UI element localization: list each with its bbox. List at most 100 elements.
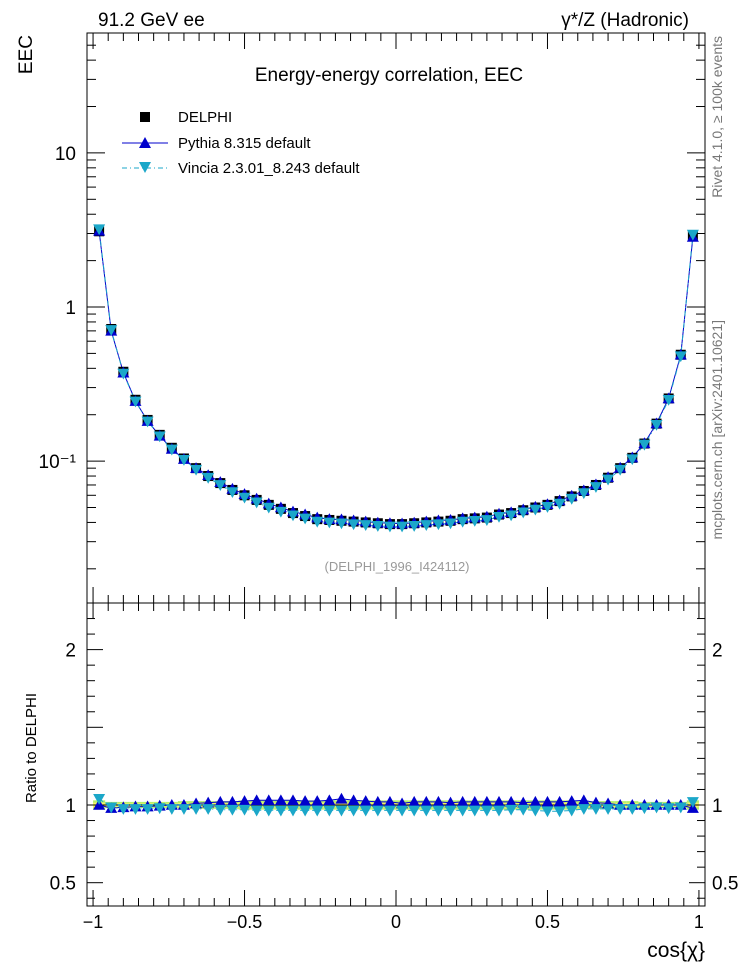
- vincia-point: [408, 521, 421, 532]
- ratio-tick-label-right: 2: [712, 641, 723, 662]
- vincia-ratio-point: [602, 804, 615, 815]
- pythia-ratio-point: [480, 795, 493, 807]
- vincia-ratio-point: [226, 804, 239, 816]
- vincia-ratio-point: [420, 805, 433, 817]
- pythia-ratio-point: [444, 796, 457, 808]
- vincia-ratio-point: [153, 803, 166, 815]
- vincia-point: [444, 518, 457, 530]
- vincia-ratio-point: [238, 804, 251, 816]
- vincia-ratio-point: [468, 805, 481, 817]
- vincia-point: [311, 516, 324, 528]
- pythia-ratio-point: [299, 795, 312, 806]
- vincia-ratio-point: [577, 804, 590, 815]
- vincia-point: [141, 416, 154, 428]
- y-tick-label: 10: [55, 144, 76, 165]
- vincia-point: [662, 394, 675, 406]
- pythia-ratio-point: [529, 795, 542, 807]
- vincia-point: [432, 519, 445, 531]
- pythia-ratio-point: [250, 794, 263, 806]
- pythia-ratio-point: [541, 795, 554, 807]
- vincia-ratio-point: [408, 805, 421, 817]
- vincia-point: [250, 497, 263, 509]
- pythia-ratio-point: [226, 795, 239, 807]
- x-tick-label: 0: [391, 912, 401, 932]
- pythia-ratio-point: [396, 797, 409, 809]
- pythia-ratio-point: [214, 795, 227, 807]
- vincia-ratio-point: [662, 803, 675, 815]
- vincia-ratio-point: [202, 804, 215, 815]
- x-tick-label: −0.5: [227, 912, 263, 932]
- vincia-point: [153, 431, 166, 443]
- vincia-point: [674, 351, 687, 363]
- vincia-ratio-point: [274, 805, 287, 817]
- vincia-point: [565, 493, 578, 505]
- vincia-ratio-point: [650, 802, 663, 814]
- vincia-point: [480, 515, 493, 526]
- vincia-ratio-point: [517, 804, 530, 816]
- pythia-ratio-point: [287, 794, 299, 806]
- vincia-ratio-point: [493, 805, 505, 817]
- vincia-point: [650, 420, 663, 431]
- ratio-tick-label-right: 1: [712, 796, 723, 817]
- vincia-ratio-point: [129, 804, 142, 815]
- ratio-y-axis-label: Ratio to DELPHI: [23, 693, 40, 803]
- vincia-ratio-point: [529, 805, 542, 817]
- vincia-ratio-point: [626, 804, 639, 815]
- vincia-point: [553, 498, 566, 510]
- vincia-point: [359, 520, 372, 531]
- pythia-ratio-point: [565, 795, 578, 806]
- vincia-point: [638, 439, 651, 451]
- vincia-point: [226, 487, 239, 499]
- vincia-ratio-point: [347, 805, 360, 817]
- vincia-point: [105, 325, 118, 336]
- vincia-point: [117, 368, 130, 380]
- vincia-ratio-point: [299, 805, 312, 817]
- pythia-ratio-point: [371, 795, 384, 807]
- vincia-ratio-point: [141, 804, 154, 815]
- legend-label-pythia: Pythia 8.315 default: [178, 135, 311, 152]
- pythia-ratio-point: [323, 794, 336, 806]
- vincia-point: [420, 520, 433, 531]
- pythia-ratio-point: [493, 795, 505, 807]
- chart-title: Energy-energy correlation, EEC: [255, 65, 523, 86]
- vincia-ratio-point: [117, 804, 130, 815]
- vincia-point: [190, 464, 203, 476]
- pythia-ratio-point: [274, 794, 287, 806]
- pythia-ratio-point: [238, 795, 251, 806]
- vincia-point: [517, 507, 530, 519]
- vincia-ratio-point: [311, 805, 324, 817]
- mcplots-label: mcplots.cern.ch [arXiv:2401.10621]: [709, 320, 725, 539]
- ratio-tick-label: 0.5: [50, 874, 76, 895]
- vincia-point: [177, 454, 190, 466]
- vincia-point: [396, 521, 409, 533]
- pythia-ratio-point: [517, 796, 530, 808]
- x-tick-label: 0.5: [535, 912, 560, 932]
- vincia-ratio-point: [323, 805, 336, 817]
- vincia-ratio-point: [93, 793, 106, 805]
- vincia-point: [202, 472, 215, 484]
- pythia-ratio-point: [262, 794, 275, 806]
- legend-marker-pythia: [139, 137, 151, 148]
- pythia-ratio-point: [553, 795, 566, 807]
- legend-label-delphi: DELPHI: [178, 109, 232, 126]
- pythia-ratio-point: [432, 795, 445, 807]
- vincia-ratio-point: [505, 804, 518, 816]
- vincia-ratio-point: [190, 804, 203, 815]
- pythia-ratio-point: [408, 795, 421, 807]
- ratio-axis-ticks: [87, 602, 705, 906]
- ratio-plot-frame: [86, 602, 706, 907]
- vincia-point: [262, 502, 275, 514]
- vincia-ratio-point: [614, 804, 627, 815]
- tick-labels: −1 −0.5 0 0.5 1 10⁻¹ 1 10 0.5 0.5 1 1 2 2: [39, 144, 739, 932]
- energy-label: 91.2 GeV ee: [98, 10, 205, 31]
- pythia-ratio-point: [359, 795, 372, 806]
- vincia-point: [274, 506, 287, 518]
- vincia-point: [614, 464, 627, 476]
- vincia-point: [493, 512, 505, 523]
- vincia-point: [686, 229, 699, 241]
- vincia-ratio-point: [432, 805, 445, 817]
- vincia-point: [577, 488, 590, 500]
- y-axis-label: EEC: [16, 35, 37, 74]
- vincia-ratio-point: [165, 804, 178, 815]
- vincia-point: [541, 502, 554, 513]
